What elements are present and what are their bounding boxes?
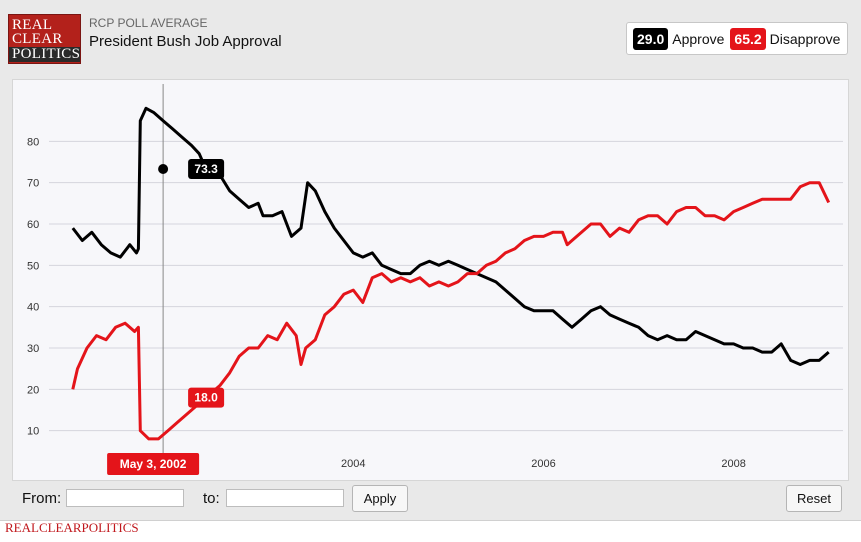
y-tick-label: 60 bbox=[27, 219, 39, 231]
approve-tooltip-label: 73.3 bbox=[194, 162, 218, 176]
disapprove-legend-label: Disapprove bbox=[769, 30, 841, 47]
cursor-date-box bbox=[107, 453, 200, 475]
disapprove-value-badge: 65.2 bbox=[730, 27, 766, 50]
logo-line-3: POLITICS bbox=[9, 47, 80, 62]
from-date-input[interactable] bbox=[66, 489, 184, 507]
legend: 29.0 Approve 65.2 Disapprove bbox=[626, 22, 848, 55]
cursor-point bbox=[158, 164, 169, 175]
x-tick-labels: 2004 2006 2008 bbox=[341, 458, 746, 470]
chart-panel[interactable]: 10 20 30 40 50 60 70 80 2004 2006 2008 73.3 18.0 Ma… bbox=[12, 79, 849, 481]
from-label: From: bbox=[22, 490, 62, 507]
x-tick-label: 2006 bbox=[531, 458, 555, 470]
approve-series-line bbox=[71, 106, 830, 366]
grid-layer bbox=[49, 140, 843, 432]
y-tick-label: 70 bbox=[27, 178, 39, 190]
logo-line-1: REAL bbox=[12, 17, 53, 33]
y-tick-label: 40 bbox=[27, 302, 39, 314]
y-tick-labels: 10 20 30 40 50 60 70 80 bbox=[27, 136, 39, 437]
approve-tooltip-box bbox=[188, 159, 225, 180]
disapprove-series-line bbox=[71, 181, 831, 441]
y-tick-label: 80 bbox=[27, 136, 39, 148]
poll-title: President Bush Job Approval bbox=[89, 33, 282, 50]
poll-subtitle: RCP POLL AVERAGE bbox=[89, 16, 208, 30]
rcp-logo: REAL CLEAR POLITICS bbox=[8, 14, 81, 64]
poll-widget: REAL CLEAR POLITICS RCP POLL AVERAGE Pre… bbox=[0, 0, 861, 521]
date-range-controls: From: to: Apply Reset bbox=[0, 482, 861, 518]
y-tick-label: 10 bbox=[27, 426, 39, 438]
series-layer bbox=[71, 106, 831, 441]
cursor-tooltips: 73.3 18.0 May 3, 2002 bbox=[107, 159, 225, 475]
approve-value-badge: 29.0 bbox=[633, 27, 669, 50]
disapprove-tooltip-label: 18.0 bbox=[194, 391, 218, 405]
reset-button[interactable]: Reset bbox=[786, 485, 842, 512]
y-tick-label: 50 bbox=[27, 260, 39, 272]
y-tick-label: 30 bbox=[27, 343, 39, 355]
apply-button[interactable]: Apply bbox=[352, 485, 408, 512]
to-label: to: bbox=[203, 490, 220, 507]
approve-legend-label: Approve bbox=[672, 30, 725, 47]
footer-brand: REALCLEARPOLITICS bbox=[5, 520, 139, 535]
cursor-date-label: May 3, 2002 bbox=[120, 457, 187, 471]
y-tick-label: 20 bbox=[27, 384, 39, 396]
x-tick-label: 2008 bbox=[721, 458, 745, 470]
logo-line-2: CLEAR bbox=[12, 31, 63, 47]
x-tick-label: 2004 bbox=[341, 458, 365, 470]
line-chart[interactable]: 10 20 30 40 50 60 70 80 2004 2006 2008 73.3 18.0 Ma… bbox=[13, 80, 848, 480]
disapprove-tooltip-box bbox=[188, 387, 225, 408]
to-date-input[interactable] bbox=[226, 489, 344, 507]
